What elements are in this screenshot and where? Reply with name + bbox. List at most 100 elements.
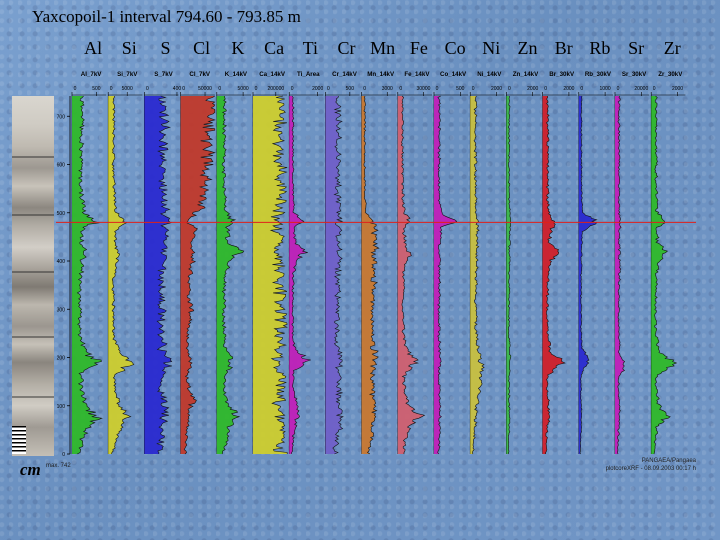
profile-line-cl: [183, 95, 216, 455]
x-tick-label-mn: 0: [363, 86, 366, 92]
x-tick-label-cr: 0: [327, 86, 330, 92]
profile-fill-ti: [289, 96, 311, 454]
profile-line-br: [545, 95, 566, 454]
footer-credit-bottom: plotcoreXRF - 08.09.2003 00:17 h: [605, 466, 696, 472]
element-label-zn: Zn: [517, 38, 538, 58]
x-tick-label-co: 500: [456, 86, 465, 92]
profile-fill-si: [108, 96, 134, 454]
channel-label-al: Al_7kV: [81, 71, 103, 78]
x-tick-label-al: 0: [74, 86, 77, 92]
scale-unit-label: cm: [20, 460, 41, 479]
x-tick-label-k: 0: [218, 86, 221, 92]
element-label-sr: Sr: [628, 38, 645, 58]
profile-line-ni: [472, 95, 485, 455]
profile-line-si: [111, 95, 135, 455]
element-label-row: Al Si S Cl K Ca Ti Cr Mn Fe Co Ni Zn Br Rb Sr Zr: [0, 38, 720, 60]
profile-fill-zr: [651, 96, 677, 454]
element-label-k: K: [231, 38, 245, 58]
profile-line-zn: [507, 95, 512, 455]
channel-label-co: Co_14kV: [440, 71, 467, 78]
profile-fill-fe: [397, 96, 425, 454]
depth-tick-label: 500: [57, 211, 66, 217]
profile-fill-co: [434, 96, 457, 454]
x-tick-label-s: 0: [146, 86, 149, 92]
depth-tick-label: 600: [57, 163, 66, 169]
profile-line-zr: [653, 95, 678, 455]
x-tick-label-mn: 3000: [382, 86, 393, 92]
element-label-zr: Zr: [663, 38, 681, 58]
channel-label-zr: Zr_30kV: [658, 71, 683, 78]
profile-fill-s: [144, 96, 172, 454]
x-tick-label-zr: 0: [653, 86, 656, 92]
element-label-mn: Mn: [370, 38, 396, 58]
channel-label-br: Br_30kV: [549, 71, 575, 78]
profile-line-ti: [291, 95, 311, 455]
x-tick-label-al: 500: [92, 86, 101, 92]
x-tick-label-rb: 1000: [600, 86, 611, 92]
x-tick-label-sr: 0: [617, 86, 620, 92]
element-label-s: S: [160, 38, 171, 58]
x-tick-label-zn: 0: [508, 86, 511, 92]
element-label-ti: Ti: [302, 38, 318, 58]
channel-label-k: K_14kV: [225, 71, 248, 78]
profile-line-cr: [332, 95, 344, 455]
depth-tick-label: 400: [57, 259, 66, 265]
profile-fill-al: [72, 96, 102, 454]
channel-label-cl: Cl_7kV: [189, 71, 211, 78]
depth-tick-label: 100: [57, 404, 66, 410]
x-tick-label-si: 0: [110, 86, 113, 92]
profile-fill-ni: [470, 96, 485, 454]
element-label-cr: Cr: [337, 38, 356, 58]
element-label-cl: Cl: [193, 38, 211, 58]
channel-label-sr: Sr_30kV: [622, 71, 647, 78]
profile-fill-cl: [180, 96, 215, 454]
channel-label-mn: Mn_14kV: [367, 71, 395, 78]
x-tick-label-cr: 500: [346, 86, 355, 92]
depth-tick-label: 300: [57, 307, 66, 313]
profile-fill-rb: [578, 96, 597, 454]
channel-label-ti: Ti_Area: [297, 71, 320, 78]
channel-label-s: S_7kV: [154, 71, 173, 78]
x-tick-label-ca: 200000: [267, 86, 284, 92]
channel-label-zn: Zn_14kV: [513, 71, 539, 78]
x-tick-label-br: 0: [544, 86, 547, 92]
profile-fill-cr: [325, 96, 343, 454]
profile-fill-mn: [361, 96, 379, 454]
profile-line-co: [437, 95, 458, 455]
x-tick-label-ti: 0: [291, 86, 294, 92]
x-tick-label-rb: 0: [580, 86, 583, 92]
element-label-fe: Fe: [409, 38, 428, 58]
x-tick-label-cl: 0: [182, 86, 185, 92]
footer-credit-top: PANGAEA/Pangaea: [641, 458, 696, 464]
profile-fill-ca: [253, 96, 288, 454]
x-tick-label-sr: 20000: [634, 86, 648, 92]
channel-label-ni: Ni_14kV: [477, 71, 502, 78]
depth-tick-label: 0: [62, 452, 65, 458]
x-tick-label-br: 2000: [563, 86, 574, 92]
profile-line-s: [156, 95, 173, 455]
element-label-al: Al: [84, 38, 103, 58]
channel-label-cr: Cr_14kV: [332, 71, 358, 78]
profile-line-mn: [363, 95, 380, 455]
element-label-rb: Rb: [589, 38, 611, 58]
profile-line-ca: [269, 95, 288, 454]
element-label-ni: Ni: [482, 38, 501, 58]
depth-tick-label: 200: [57, 356, 66, 362]
x-tick-label-zn: 2000: [527, 86, 538, 92]
profile-fill-br: [542, 96, 565, 454]
x-tick-label-ca: 0: [255, 86, 258, 92]
profile-fill-k: [216, 96, 244, 454]
x-tick-label-fe: 30000: [416, 86, 430, 92]
profile-line-fe: [400, 95, 426, 455]
chart-title: Yaxcopoil-1 interval 794.60 - 793.85 m: [32, 7, 301, 26]
core-photo: [12, 96, 54, 456]
x-tick-label-zr: 2000: [672, 86, 683, 92]
scale-bar: [12, 426, 26, 454]
channel-label-ca: Ca_14kV: [259, 71, 286, 78]
profile-line-rb: [579, 95, 598, 455]
channel-label-fe: Fe_14kV: [404, 71, 430, 78]
x-tick-label-ni: 0: [472, 86, 475, 92]
x-tick-label-fe: 0: [399, 86, 402, 92]
x-tick-label-s: 400: [173, 86, 182, 92]
